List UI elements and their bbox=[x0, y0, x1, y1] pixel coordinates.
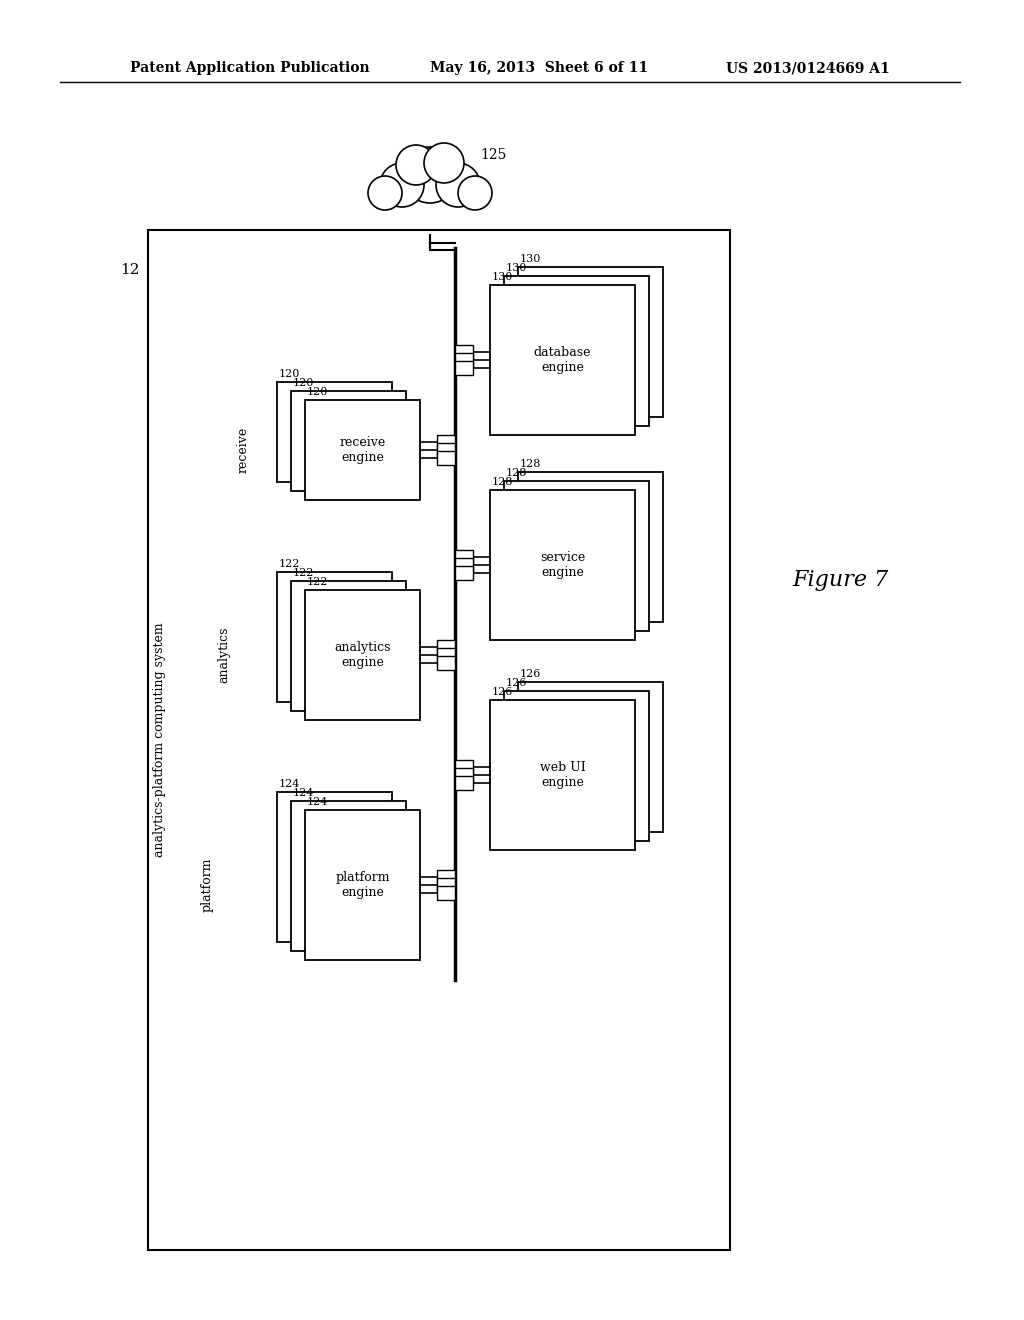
Bar bbox=[437, 878, 455, 892]
Bar bbox=[278, 381, 392, 482]
Bar bbox=[437, 886, 455, 900]
Bar bbox=[305, 590, 420, 719]
Bar bbox=[437, 648, 455, 663]
Bar bbox=[305, 400, 420, 500]
Text: receive: receive bbox=[237, 426, 250, 473]
Circle shape bbox=[458, 176, 492, 210]
Text: 125: 125 bbox=[480, 148, 507, 162]
Bar bbox=[278, 572, 392, 702]
Text: 122: 122 bbox=[293, 568, 314, 578]
Text: 126: 126 bbox=[492, 686, 513, 697]
Bar bbox=[291, 391, 406, 491]
Bar bbox=[518, 267, 663, 417]
Bar bbox=[455, 352, 473, 367]
Text: platform
engine: platform engine bbox=[335, 871, 390, 899]
Text: 128: 128 bbox=[520, 459, 542, 469]
Text: 120: 120 bbox=[293, 378, 314, 388]
Bar bbox=[437, 436, 455, 449]
Bar bbox=[518, 473, 663, 622]
Text: 124: 124 bbox=[307, 797, 329, 807]
Bar bbox=[455, 550, 473, 564]
Bar bbox=[504, 690, 649, 841]
Text: 126: 126 bbox=[506, 678, 527, 688]
Bar bbox=[504, 480, 649, 631]
Text: database
engine: database engine bbox=[534, 346, 591, 374]
Text: web UI
engine: web UI engine bbox=[540, 762, 586, 789]
Bar bbox=[305, 810, 420, 960]
Text: receive
engine: receive engine bbox=[339, 436, 386, 465]
Text: Figure 7: Figure 7 bbox=[792, 569, 888, 591]
Bar bbox=[504, 276, 649, 426]
Bar bbox=[437, 444, 455, 457]
Text: US 2013/0124669 A1: US 2013/0124669 A1 bbox=[726, 61, 890, 75]
Circle shape bbox=[396, 145, 436, 185]
Bar bbox=[455, 768, 473, 781]
Circle shape bbox=[402, 147, 458, 203]
Bar bbox=[437, 870, 455, 884]
Text: Patent Application Publication: Patent Application Publication bbox=[130, 61, 370, 75]
Text: 120: 120 bbox=[279, 370, 300, 379]
Bar bbox=[278, 792, 392, 942]
Text: analytics
engine: analytics engine bbox=[334, 642, 391, 669]
Bar bbox=[455, 760, 473, 774]
Bar bbox=[148, 230, 730, 1250]
Text: 120: 120 bbox=[307, 387, 329, 397]
Bar bbox=[437, 640, 455, 653]
Bar bbox=[455, 776, 473, 789]
Text: 128: 128 bbox=[492, 477, 513, 487]
Bar bbox=[291, 801, 406, 950]
Circle shape bbox=[424, 143, 464, 183]
Circle shape bbox=[380, 162, 424, 207]
Bar bbox=[455, 558, 473, 572]
Bar bbox=[455, 566, 473, 579]
Text: May 16, 2013  Sheet 6 of 11: May 16, 2013 Sheet 6 of 11 bbox=[430, 61, 648, 75]
Text: 130: 130 bbox=[520, 253, 542, 264]
Bar bbox=[490, 285, 635, 436]
Text: 122: 122 bbox=[279, 558, 300, 569]
Text: 124: 124 bbox=[279, 779, 300, 789]
Bar bbox=[437, 656, 455, 671]
Text: analytics-platform computing system: analytics-platform computing system bbox=[154, 623, 167, 857]
Text: service
engine: service engine bbox=[540, 550, 585, 579]
Bar bbox=[455, 360, 473, 375]
Bar bbox=[291, 581, 406, 711]
Text: 130: 130 bbox=[492, 272, 513, 282]
Text: 124: 124 bbox=[293, 788, 314, 799]
Text: analytics: analytics bbox=[217, 627, 230, 684]
Text: 126: 126 bbox=[520, 669, 542, 678]
Bar bbox=[490, 490, 635, 640]
Circle shape bbox=[368, 176, 402, 210]
Bar bbox=[455, 345, 473, 359]
Text: 128: 128 bbox=[506, 469, 527, 478]
Text: 122: 122 bbox=[307, 577, 329, 587]
Bar bbox=[518, 682, 663, 832]
Text: 12: 12 bbox=[120, 263, 139, 277]
Bar bbox=[437, 451, 455, 465]
Circle shape bbox=[436, 162, 480, 207]
Bar bbox=[490, 700, 635, 850]
Text: platform: platform bbox=[201, 858, 213, 912]
Text: 130: 130 bbox=[506, 263, 527, 273]
